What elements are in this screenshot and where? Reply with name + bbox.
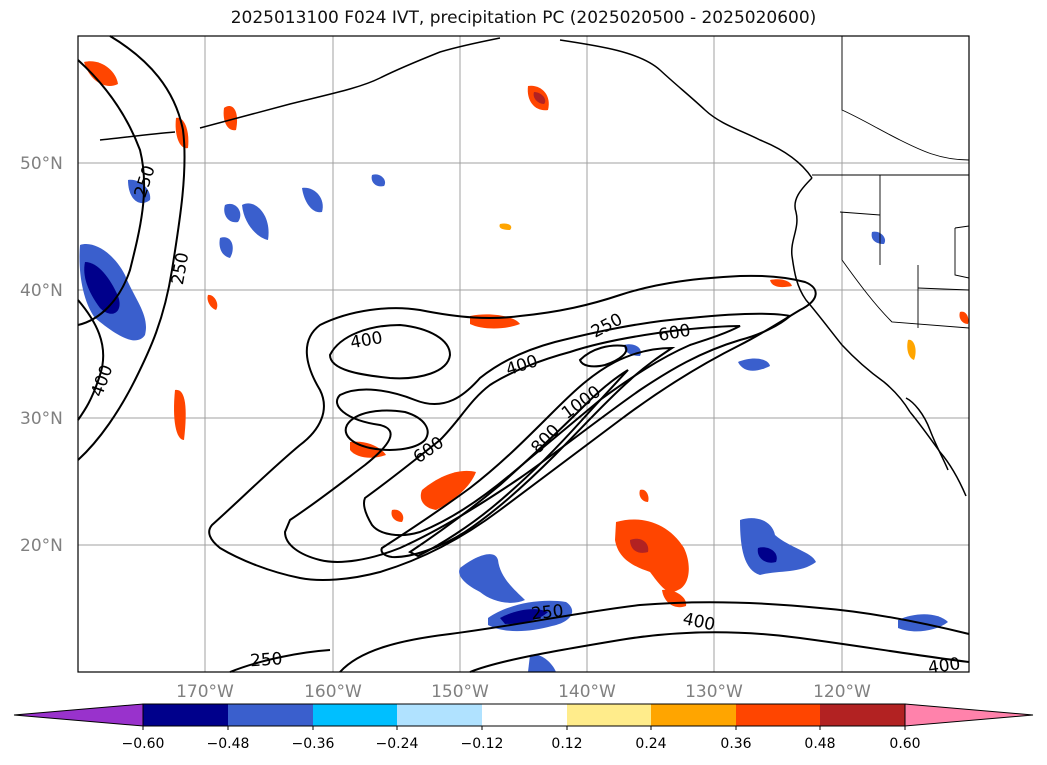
precip-negative-core (757, 547, 777, 563)
precip-negative-region (740, 518, 816, 575)
precip-positive-region (959, 311, 969, 324)
colorbar-tick-label: −0.48 (207, 736, 250, 752)
latitude-label: 40°N (20, 281, 63, 301)
longitude-label: 140°W (558, 682, 616, 702)
precip-positive-region (907, 339, 916, 360)
ivt-contour-250-south (339, 601, 970, 673)
precip-negative-region (871, 231, 886, 244)
latitude-labels: 50°N 40°N 30°N 20°N (20, 154, 63, 556)
colorbar-extend-high (904, 703, 1034, 727)
ivt-contour-1000 (408, 369, 629, 558)
latitude-label: 30°N (20, 409, 63, 429)
ivt-contour-400-main (283, 312, 793, 563)
ivt-contour-400-west (77, 299, 105, 421)
ivt-contour-400-loop (328, 323, 452, 380)
precip-positive-region (420, 470, 476, 510)
precip-negative-region (219, 237, 233, 258)
colorbar-tick-label: −0.36 (292, 736, 335, 752)
colorbar-swatch (820, 704, 905, 726)
colorbar-tick-label: 0.48 (804, 736, 835, 752)
precip-positive-core (630, 538, 649, 553)
latitude-label: 50°N (20, 154, 63, 174)
longitude-label: 130°W (685, 682, 743, 702)
precip-positive-region (499, 223, 512, 230)
colorbar-swatch (567, 704, 651, 726)
ivt-contour-600-loop (344, 409, 429, 451)
contour-label: 250 (249, 649, 283, 671)
precip-negative-region (242, 203, 269, 240)
precip-negative-region (302, 187, 323, 213)
longitude-label: 160°W (304, 682, 362, 702)
ivt-contour-250-west (77, 35, 186, 461)
longitude-labels: 170°W 160°W 150°W 140°W 130°W 120°W (176, 682, 871, 702)
precip-positive-region (84, 61, 118, 86)
colorbar-tick-label: 0.36 (720, 736, 751, 752)
colorbar-tick-label: 0.12 (551, 736, 582, 752)
map-background (78, 36, 969, 672)
precip-negative-region (371, 174, 386, 187)
precip-negative-region (459, 554, 525, 603)
latitude-label: 20°N (20, 536, 63, 556)
longitude-label: 170°W (176, 682, 234, 702)
colorbar-extend-low (13, 703, 144, 727)
precip-negative-region (224, 203, 241, 223)
colorbar-swatch (313, 704, 397, 726)
colorbar-swatch (651, 704, 736, 726)
colorbar-tick-label: −0.12 (461, 736, 504, 752)
precip-negative-core (500, 609, 548, 624)
colorbar-tick-label: −0.60 (122, 736, 165, 752)
ivt-contour-400-south (469, 631, 970, 673)
ivt-contour-1000-loop (578, 344, 628, 368)
ivt-contour-800 (380, 346, 676, 559)
longitude-label: 120°W (813, 682, 871, 702)
colorbar-tick-label: 0.24 (635, 736, 666, 752)
colorbar-swatch (736, 704, 820, 726)
contour-label: 250 (530, 601, 564, 624)
coastlines (99, 37, 967, 497)
colorbar-swatch (482, 704, 567, 726)
precip-positive-region (175, 117, 189, 149)
colorbar-swatch (228, 704, 313, 726)
precip-positive-region (639, 489, 649, 502)
ivt-contours (77, 35, 970, 673)
colorbar-swatch (143, 704, 228, 726)
ivt-contour-600 (362, 325, 741, 537)
ivt-contour-250-main (208, 274, 817, 581)
colorbar-tick-label: 0.60 (889, 736, 920, 752)
precip-negative-core (84, 262, 120, 314)
longitude-label: 150°W (431, 682, 489, 702)
contour-label: 400 (927, 654, 962, 678)
colorbar-swatch (397, 704, 482, 726)
ivt-contour-250-southwest (229, 649, 331, 673)
precip-positive-region (174, 389, 186, 440)
precip-positive-region (615, 519, 689, 592)
precip-positive-region (207, 294, 218, 310)
precip-positive-region (223, 106, 238, 131)
map-title: 2025013100 F024 IVT, precipitation PC (2… (230, 8, 817, 28)
colorbar: −0.60 −0.48 −0.36 −0.24 −0.12 0.12 0.24 … (13, 703, 1034, 752)
map-frame (77, 35, 970, 673)
precip-negative-region (738, 358, 770, 371)
precip-positive-region (770, 279, 792, 288)
precip-negative-region (528, 654, 556, 672)
political-boundaries (812, 36, 970, 329)
ivt-contour-250-far-west (77, 59, 146, 326)
precip-positive-region (391, 509, 404, 522)
graticule (78, 36, 969, 672)
precip-positive-core (533, 92, 546, 104)
colorbar-tick-label: −0.24 (376, 736, 419, 752)
